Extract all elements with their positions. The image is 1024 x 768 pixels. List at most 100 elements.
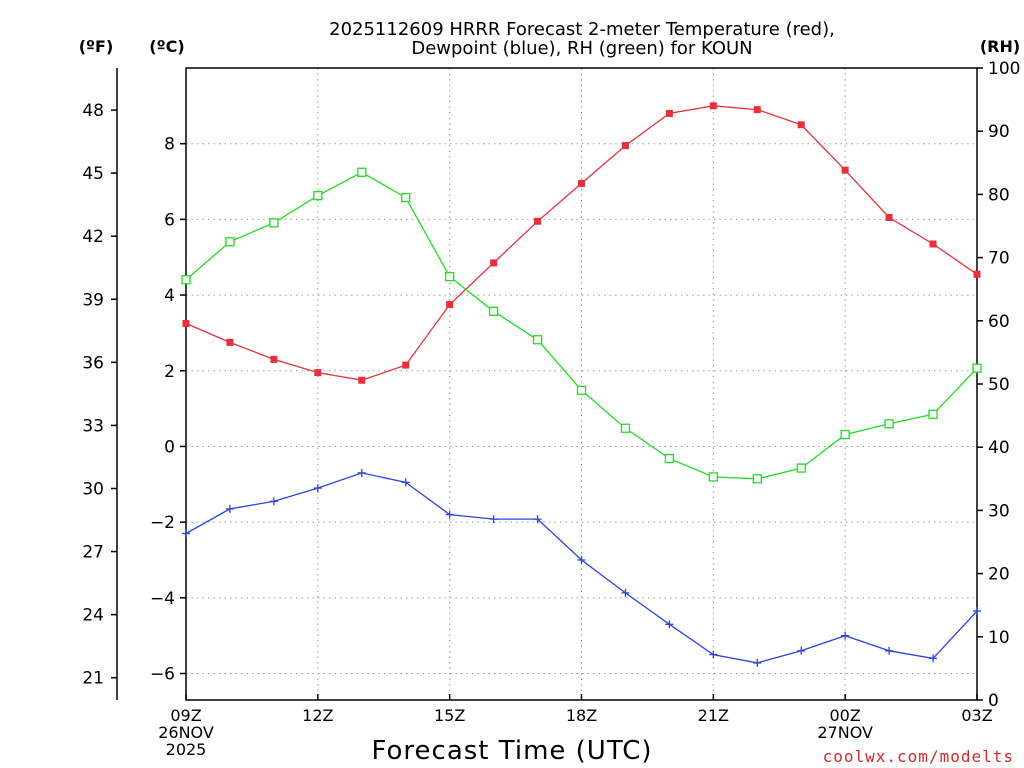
temperature-line: [185, 105, 978, 381]
rh-point: [225, 237, 235, 247]
temperature-point: [797, 121, 805, 129]
rh-axis: 0 10 20 30 40 50 60 70 80 90 100: [977, 59, 1020, 711]
rh-point: [269, 218, 279, 228]
rh-tick-label: 80: [988, 185, 1010, 205]
celsius-tick-label: 8: [164, 135, 175, 155]
celsius-tick-label: −4: [150, 589, 175, 609]
dewpoint-point: [269, 497, 278, 506]
rh-point: [445, 271, 455, 282]
rh-tick-label: 60: [988, 312, 1010, 332]
rh-point: [357, 167, 367, 177]
rh-point: [313, 191, 323, 201]
dewpoint-point: [577, 555, 586, 564]
x-tick-label: 18Z: [566, 706, 597, 725]
rh-tick-label: 40: [988, 438, 1010, 458]
rh-tick-label: 70: [988, 249, 1010, 269]
x-tick-label: 27NOV: [817, 723, 873, 742]
fahrenheit-unit-label: (ºF): [79, 37, 114, 56]
chart-title-line-1: 2025112609 HRRR Forecast 2-meter Tempera…: [329, 19, 835, 40]
rh-point: [840, 429, 850, 440]
x-tick-label: 12Z: [302, 706, 333, 725]
rh-unit-label: (RH): [980, 37, 1020, 56]
temperature-point: [182, 319, 190, 327]
x-tick-label: 00Z: [830, 706, 861, 725]
grid-lines: [186, 68, 977, 700]
rh-point: [532, 335, 543, 345]
fahrenheit-axis: 21 24 27 30 33 36 39 42 45 48: [82, 101, 117, 689]
dewpoint-point: [709, 650, 718, 659]
series-layer: [181, 102, 982, 667]
dewpoint-series: [182, 468, 981, 667]
rh-tick-label: 100: [988, 59, 1020, 79]
chart-title-line-2: Dewpoint (blue), RH (green) for KOUN: [411, 38, 752, 59]
rh-line: [185, 171, 978, 480]
celsius-tick-label: −2: [150, 513, 175, 533]
temperature-point: [973, 270, 981, 278]
rh-tick-label: 30: [988, 501, 1010, 521]
rh-point: [576, 385, 587, 395]
rh-point: [708, 472, 718, 482]
dewpoint-point: [841, 631, 850, 640]
temperature-point: [753, 106, 761, 114]
x-tick-label: 15Z: [434, 706, 465, 725]
rh-point: [620, 423, 631, 433]
x-axis-label: Forecast Time (UTC): [371, 736, 652, 766]
fahrenheit-tick-label: 39: [82, 290, 104, 310]
temperature-point: [841, 166, 849, 174]
temperature-point: [621, 142, 629, 150]
temperature-point: [534, 217, 542, 225]
fahrenheit-tick-label: 33: [82, 416, 104, 436]
dewpoint-point: [885, 646, 894, 655]
celsius-unit-label: (ºC): [149, 37, 184, 56]
fahrenheit-tick-label: 30: [82, 479, 104, 499]
temperature-point: [226, 338, 234, 346]
celsius-tick-label: −6: [150, 665, 175, 685]
dewpoint-point: [401, 478, 410, 487]
temperature-point: [314, 369, 322, 377]
rh-point: [884, 419, 894, 429]
rh-point: [488, 306, 499, 316]
x-tick-label: 2025: [166, 740, 207, 759]
dewpoint-point: [621, 588, 630, 597]
dewpoint-line: [185, 472, 978, 664]
rh-point: [972, 363, 982, 373]
dewpoint-point: [533, 515, 542, 524]
dewpoint-point: [929, 654, 938, 663]
rh-tick-label: 0: [988, 691, 999, 711]
dewpoint-point: [357, 468, 366, 477]
credit-text[interactable]: coolwx.com/modelts: [823, 747, 1014, 766]
celsius-tick-label: 0: [164, 437, 175, 457]
celsius-tick-label: 2: [164, 362, 175, 382]
dewpoint-point: [665, 620, 674, 629]
temperature-point: [578, 179, 585, 187]
dewpoint-point: [225, 504, 234, 513]
temperature-point: [929, 240, 937, 248]
rh-point: [401, 192, 411, 203]
fahrenheit-tick-label: 42: [82, 227, 104, 247]
rh-point: [796, 463, 806, 473]
x-tick-label: 26NOV: [158, 723, 214, 742]
rh-point: [664, 453, 675, 464]
temperature-point: [358, 376, 366, 384]
dewpoint-point: [797, 646, 806, 655]
fahrenheit-tick-label: 36: [82, 353, 104, 373]
rh-tick-label: 90: [988, 122, 1010, 142]
rh-point: [181, 275, 191, 285]
temperature-point: [270, 355, 278, 363]
celsius-tick-label: 4: [164, 286, 175, 306]
dewpoint-point: [753, 658, 762, 667]
dewpoint-point: [489, 515, 498, 524]
dewpoint-point: [973, 607, 981, 616]
rh-tick-label: 50: [988, 375, 1010, 395]
temperature-series: [182, 102, 981, 384]
x-tick-label: 03Z: [961, 706, 992, 725]
dewpoint-point: [313, 484, 322, 493]
temperature-point: [402, 361, 410, 369]
fahrenheit-tick-label: 24: [82, 606, 104, 626]
temperature-point: [665, 109, 673, 117]
x-tick-label: 09Z: [170, 706, 201, 725]
fahrenheit-tick-label: 45: [82, 164, 104, 184]
rh-series: [181, 167, 982, 484]
